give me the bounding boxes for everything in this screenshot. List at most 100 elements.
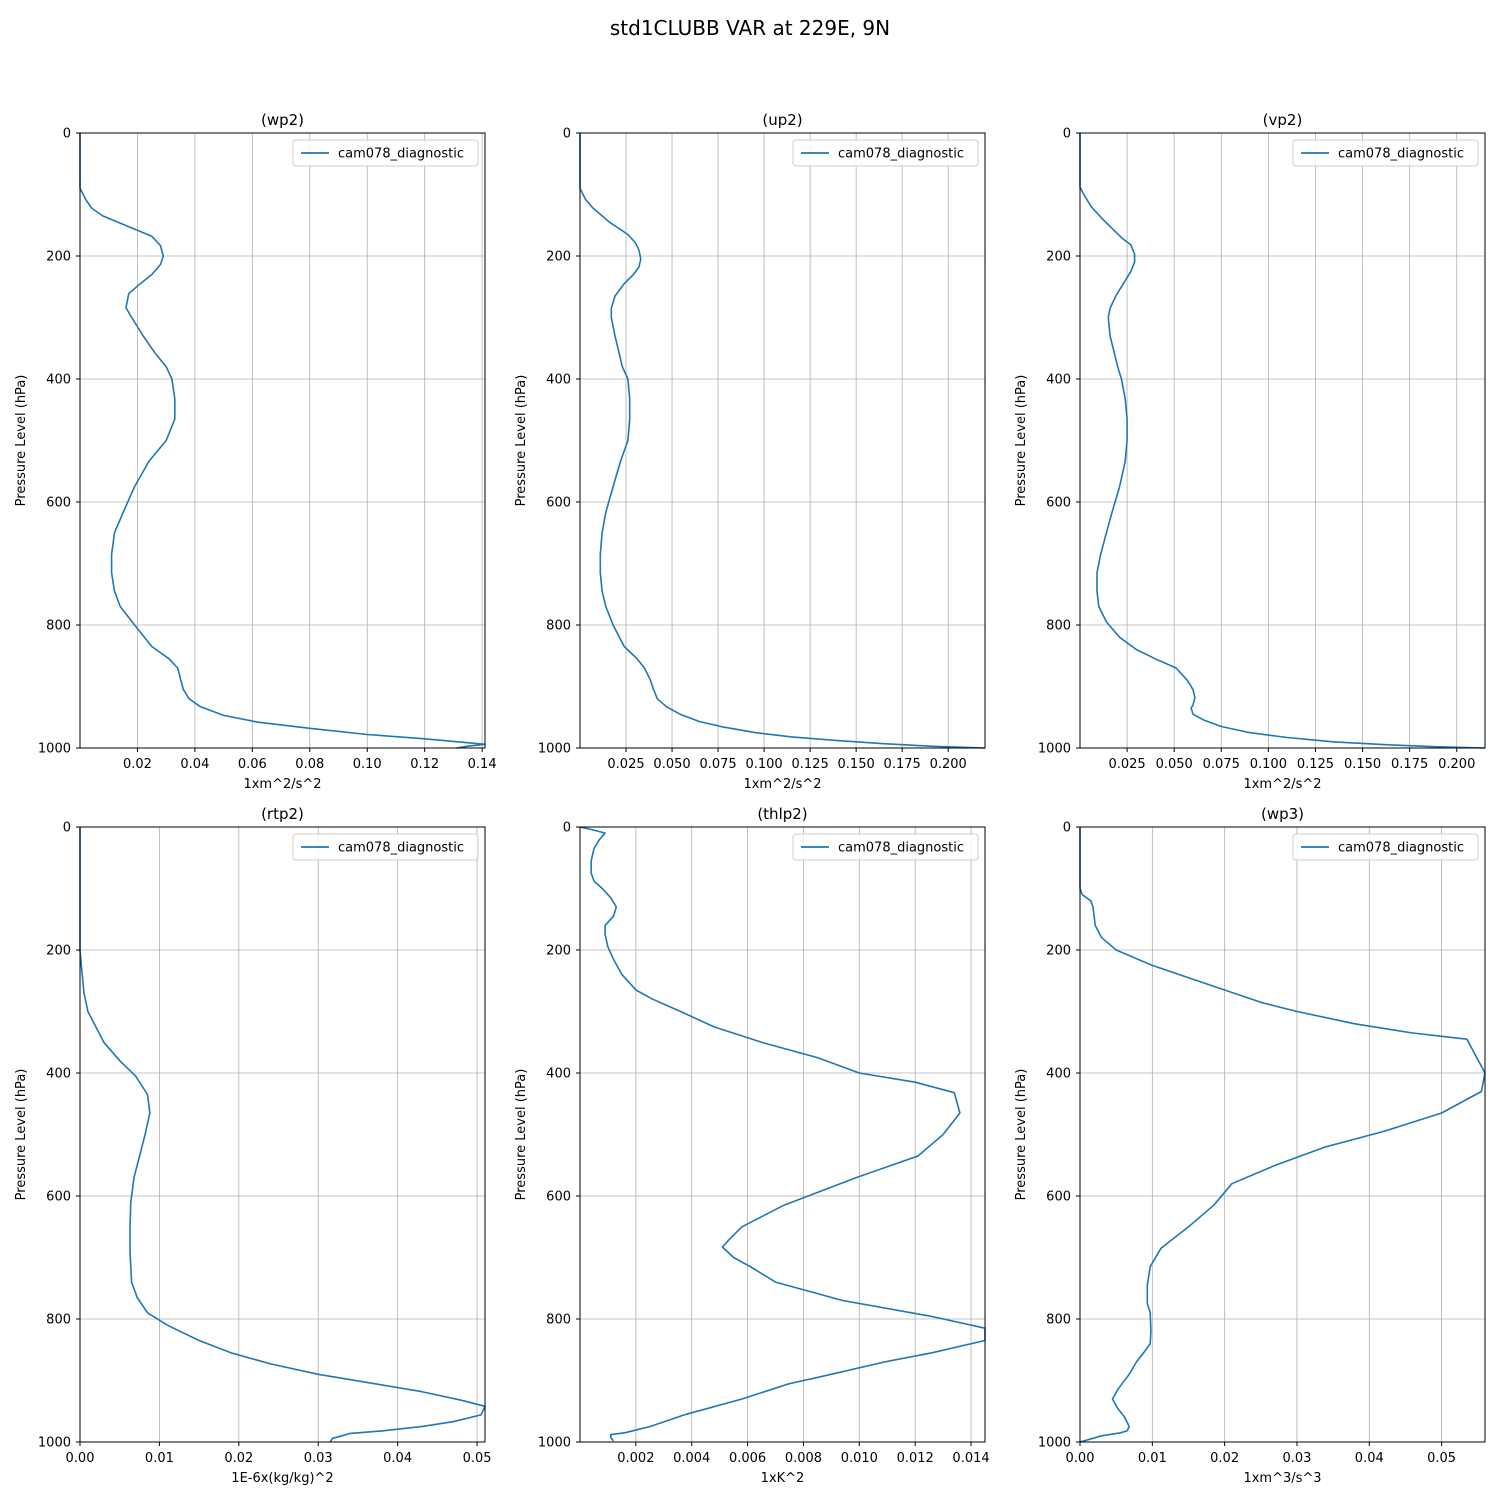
x-tick-label: 0.200: [930, 757, 967, 772]
legend-box: [292, 139, 479, 167]
x-axis-label: 1xm^2/s^2: [743, 777, 821, 792]
y-axis-label: Pressure Level (hPa): [514, 375, 529, 507]
x-tick-label: 0.025: [1108, 757, 1145, 772]
panel-title: (wp2): [261, 111, 304, 129]
y-tick-label: 800: [46, 1313, 71, 1328]
chart-panel: 0.00 0.01 0.02 0.03 0.04 0.05 0 200 400 600 800 100…: [14, 805, 492, 1486]
y-tick-label: 0: [63, 821, 71, 836]
plot-area: [80, 827, 485, 1442]
x-tick-label: 0.06: [238, 757, 267, 772]
axes-frame: [1079, 132, 1486, 749]
x-tick-label: 0.03: [1282, 1451, 1311, 1466]
axes-frame: [79, 132, 486, 749]
y-tick-label: 1000: [1038, 742, 1071, 757]
x-tick-label: 0.02: [123, 757, 152, 772]
x-tick-label: 0.05: [463, 1451, 492, 1466]
panel-title: (up2): [762, 111, 802, 129]
legend-box: [792, 833, 979, 861]
y-tick-label: 400: [1046, 373, 1071, 388]
x-tick-label: 0.08: [295, 757, 324, 772]
x-tick-label: 0.04: [1355, 1451, 1384, 1466]
chart-panel: 0.025 0.050 0.075 0.100 0.125 0.150 0.175 0.200…: [514, 111, 986, 792]
x-tick-label: 0.125: [792, 757, 829, 772]
y-axis-label: Pressure Level (hPa): [14, 1069, 29, 1201]
axes-frame: [579, 826, 986, 1443]
y-tick-label: 1000: [538, 1436, 571, 1451]
y-tick-label: 400: [46, 1067, 71, 1082]
plot-area: [580, 133, 985, 748]
x-axis-label: 1E-6x(kg/kg)^2: [231, 1471, 333, 1486]
legend-box: [1292, 833, 1479, 861]
x-tick-label: 0.175: [1391, 757, 1428, 772]
y-tick-label: 600: [1046, 1190, 1071, 1205]
x-tick-label: 0.03: [304, 1451, 333, 1466]
y-tick-label: 600: [546, 496, 571, 511]
y-tick-label: 800: [1046, 619, 1071, 634]
x-tick-label: 0.002: [617, 1451, 654, 1466]
x-tick-label: 0.02: [224, 1451, 253, 1466]
x-axis-label: 1xK^2: [761, 1471, 805, 1486]
y-tick-label: 600: [46, 496, 71, 511]
series-line: [79, 133, 486, 749]
y-tick-label: 0: [1063, 821, 1071, 836]
series-line: [79, 827, 486, 1443]
x-tick-label: 0.006: [729, 1451, 766, 1466]
legend-label: cam078_diagnostic: [338, 147, 464, 162]
legend-label: cam078_diagnostic: [1338, 841, 1464, 856]
x-axis-label: 1xm^2/s^2: [243, 777, 321, 792]
y-tick-label: 600: [546, 1190, 571, 1205]
y-tick-label: 1000: [1038, 1436, 1071, 1451]
chart-panel: 0.00 0.01 0.02 0.03 0.04 0.05 0 200 400 600 800 100…: [1014, 805, 1486, 1486]
x-tick-label: 0.150: [838, 757, 875, 772]
y-tick-label: 0: [563, 127, 571, 142]
y-tick-label: 200: [546, 250, 571, 265]
legend-box: [292, 833, 479, 861]
legend: cam078_diagnostic: [292, 139, 479, 167]
legend-label: cam078_diagnostic: [838, 841, 964, 856]
legend: cam078_diagnostic: [792, 139, 979, 167]
y-tick-label: 200: [546, 944, 571, 959]
x-tick-label: 0.008: [785, 1451, 822, 1466]
y-tick-label: 400: [46, 373, 71, 388]
x-axis-label: 1xm^2/s^2: [1243, 777, 1321, 792]
x-tick-label: 0.050: [653, 757, 690, 772]
y-tick-label: 800: [546, 1313, 571, 1328]
x-tick-label: 0.01: [145, 1451, 174, 1466]
figure-title: std1CLUBB VAR at 229E, 9N: [609, 16, 891, 40]
y-tick-label: 800: [546, 619, 571, 634]
legend-box: [792, 139, 979, 167]
series-line: [1079, 827, 1486, 1443]
x-tick-label: 0.00: [1066, 1451, 1095, 1466]
axes-frame: [579, 132, 986, 749]
y-tick-label: 600: [46, 1190, 71, 1205]
y-tick-label: 200: [46, 250, 71, 265]
x-tick-label: 0.100: [745, 757, 782, 772]
y-tick-label: 200: [1046, 944, 1071, 959]
x-tick-label: 0.200: [1438, 757, 1475, 772]
x-tick-label: 0.100: [1250, 757, 1287, 772]
x-tick-label: 0.125: [1297, 757, 1334, 772]
x-tick-label: 0.004: [673, 1451, 710, 1466]
legend-label: cam078_diagnostic: [1338, 147, 1464, 162]
y-axis-label: Pressure Level (hPa): [1014, 1069, 1029, 1201]
y-tick-label: 800: [1046, 1313, 1071, 1328]
plot-area: [1080, 827, 1485, 1442]
series-line: [1079, 133, 1486, 749]
plot-area: [80, 133, 485, 748]
x-tick-label: 0.04: [180, 757, 209, 772]
x-tick-label: 0.01: [1138, 1451, 1167, 1466]
x-tick-label: 0.075: [699, 757, 736, 772]
x-tick-label: 0.010: [841, 1451, 878, 1466]
y-tick-label: 400: [546, 1067, 571, 1082]
series-line: [579, 826, 986, 1442]
chart-panel: 0.02 0.04 0.06 0.08 0.10 0.12 0.14 0 200 400 600 80…: [14, 111, 497, 792]
x-tick-label: 0.175: [884, 757, 921, 772]
legend: cam078_diagnostic: [292, 833, 479, 861]
legend-label: cam078_diagnostic: [338, 841, 464, 856]
y-tick-label: 400: [546, 373, 571, 388]
y-tick-label: 200: [46, 944, 71, 959]
plot-area: [1080, 133, 1485, 748]
y-tick-label: 0: [63, 127, 71, 142]
chart-panel: 0.025 0.050 0.075 0.100 0.125 0.150 0.175 0.200…: [1014, 111, 1486, 792]
